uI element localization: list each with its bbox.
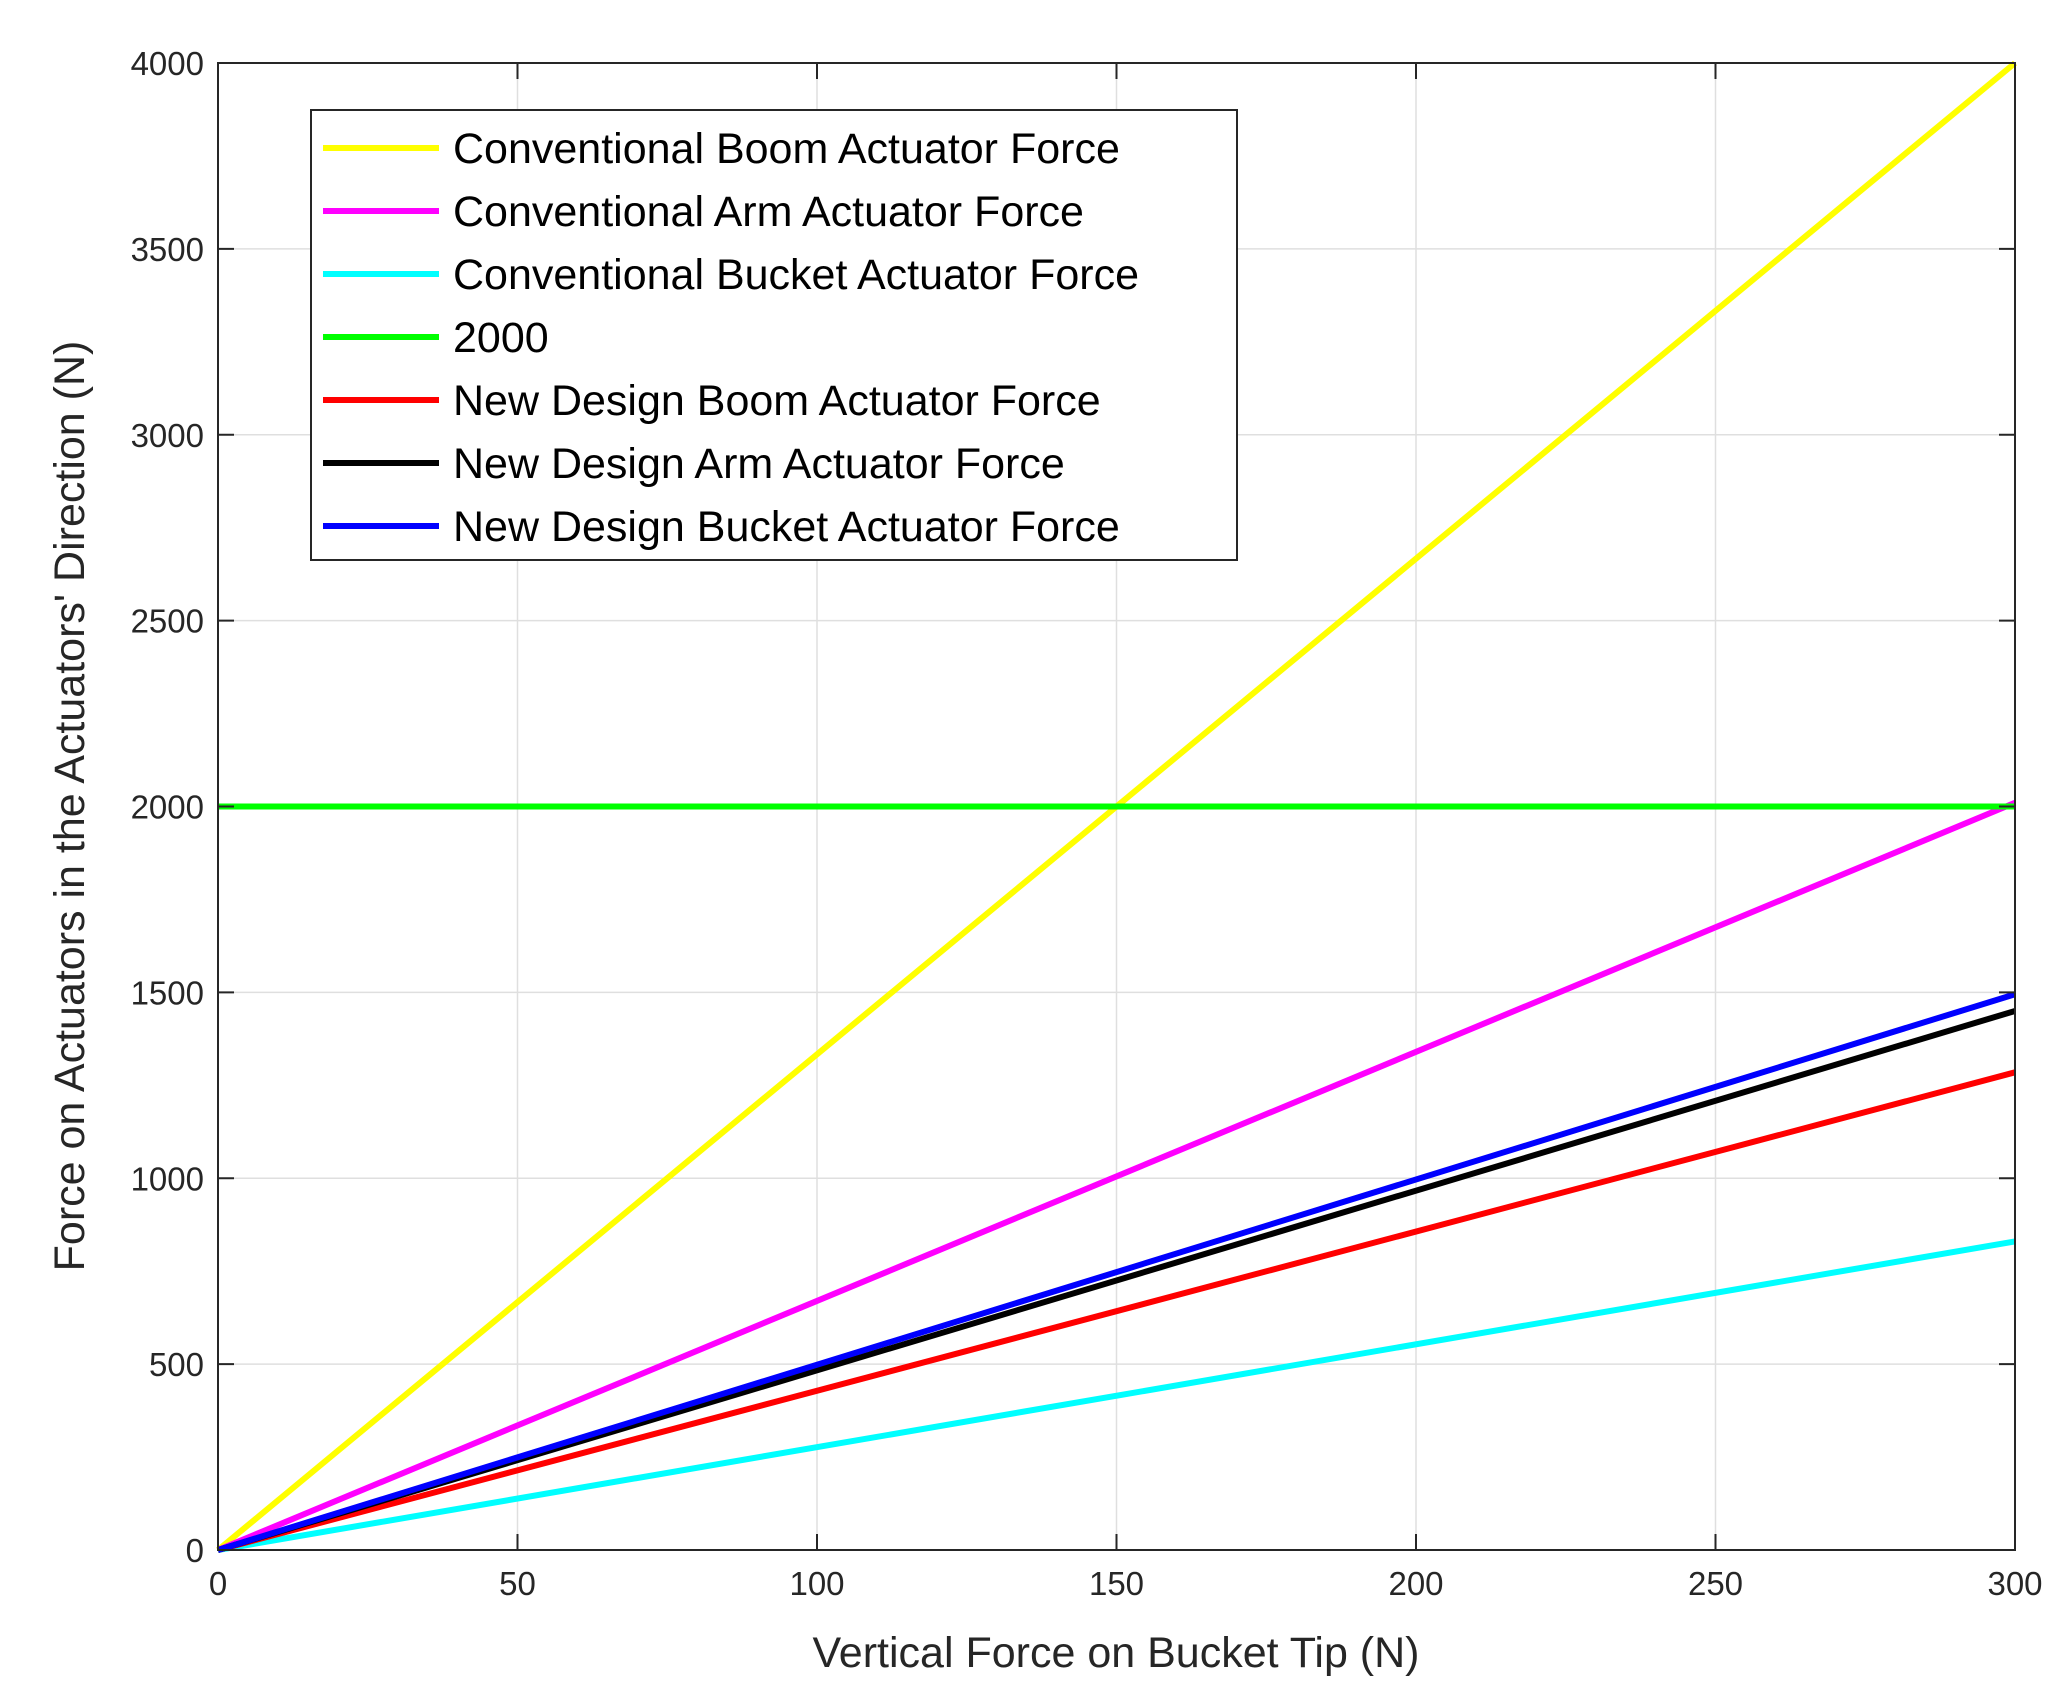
- series-line-2: [216, 800, 2017, 1553]
- x-tick-label: 50: [499, 1565, 536, 1602]
- legend-label: Conventional Arm Actuator Force: [453, 188, 1084, 236]
- legend-label: New Design Arm Actuator Force: [453, 440, 1065, 488]
- y-tick-label: 0: [186, 1532, 204, 1569]
- y-axis-title: Force on Actuators in the Actuators' Dir…: [46, 341, 94, 1272]
- legend-label: Conventional Bucket Actuator Force: [453, 251, 1139, 299]
- axis-ticks: 0 50 100 150 200 250 3000500100015002000250030…: [131, 45, 2043, 1602]
- legend-label: New Design Bucket Actuator Force: [453, 503, 1120, 551]
- y-tick-label: 1000: [131, 1160, 204, 1197]
- legend-label: Conventional Boom Actuator Force: [453, 125, 1120, 173]
- series-line-5: [217, 1069, 2016, 1553]
- legend: Conventional Boom Actuator Force Conventi…: [310, 109, 1238, 561]
- x-tick-label: 150: [1089, 1565, 1144, 1602]
- x-tick-label: 100: [789, 1565, 844, 1602]
- x-tick-label: 200: [1388, 1565, 1443, 1602]
- legend-label: 2000: [453, 314, 549, 362]
- x-tick-label: 250: [1688, 1565, 1743, 1602]
- y-tick-label: 4000: [131, 45, 204, 82]
- x-axis-title: Vertical Force on Bucket Tip (N): [813, 1629, 1420, 1677]
- legend-box: [310, 109, 1238, 561]
- y-tick-label: 2000: [131, 789, 204, 826]
- y-tick-label: 3000: [131, 417, 204, 454]
- y-tick-label: 2500: [131, 603, 204, 640]
- y-tick-label: 1500: [131, 974, 204, 1011]
- x-tick-label: 0: [209, 1565, 227, 1602]
- x-tick-label: 300: [1987, 1565, 2042, 1602]
- legend-label: New Design Boom Actuator Force: [453, 377, 1101, 425]
- y-tick-label: 3500: [131, 231, 204, 268]
- y-tick-label: 500: [149, 1346, 204, 1383]
- series-lines: [216, 60, 2017, 1553]
- series-line-3: [217, 1238, 2016, 1553]
- series-line-7: [217, 991, 2016, 1553]
